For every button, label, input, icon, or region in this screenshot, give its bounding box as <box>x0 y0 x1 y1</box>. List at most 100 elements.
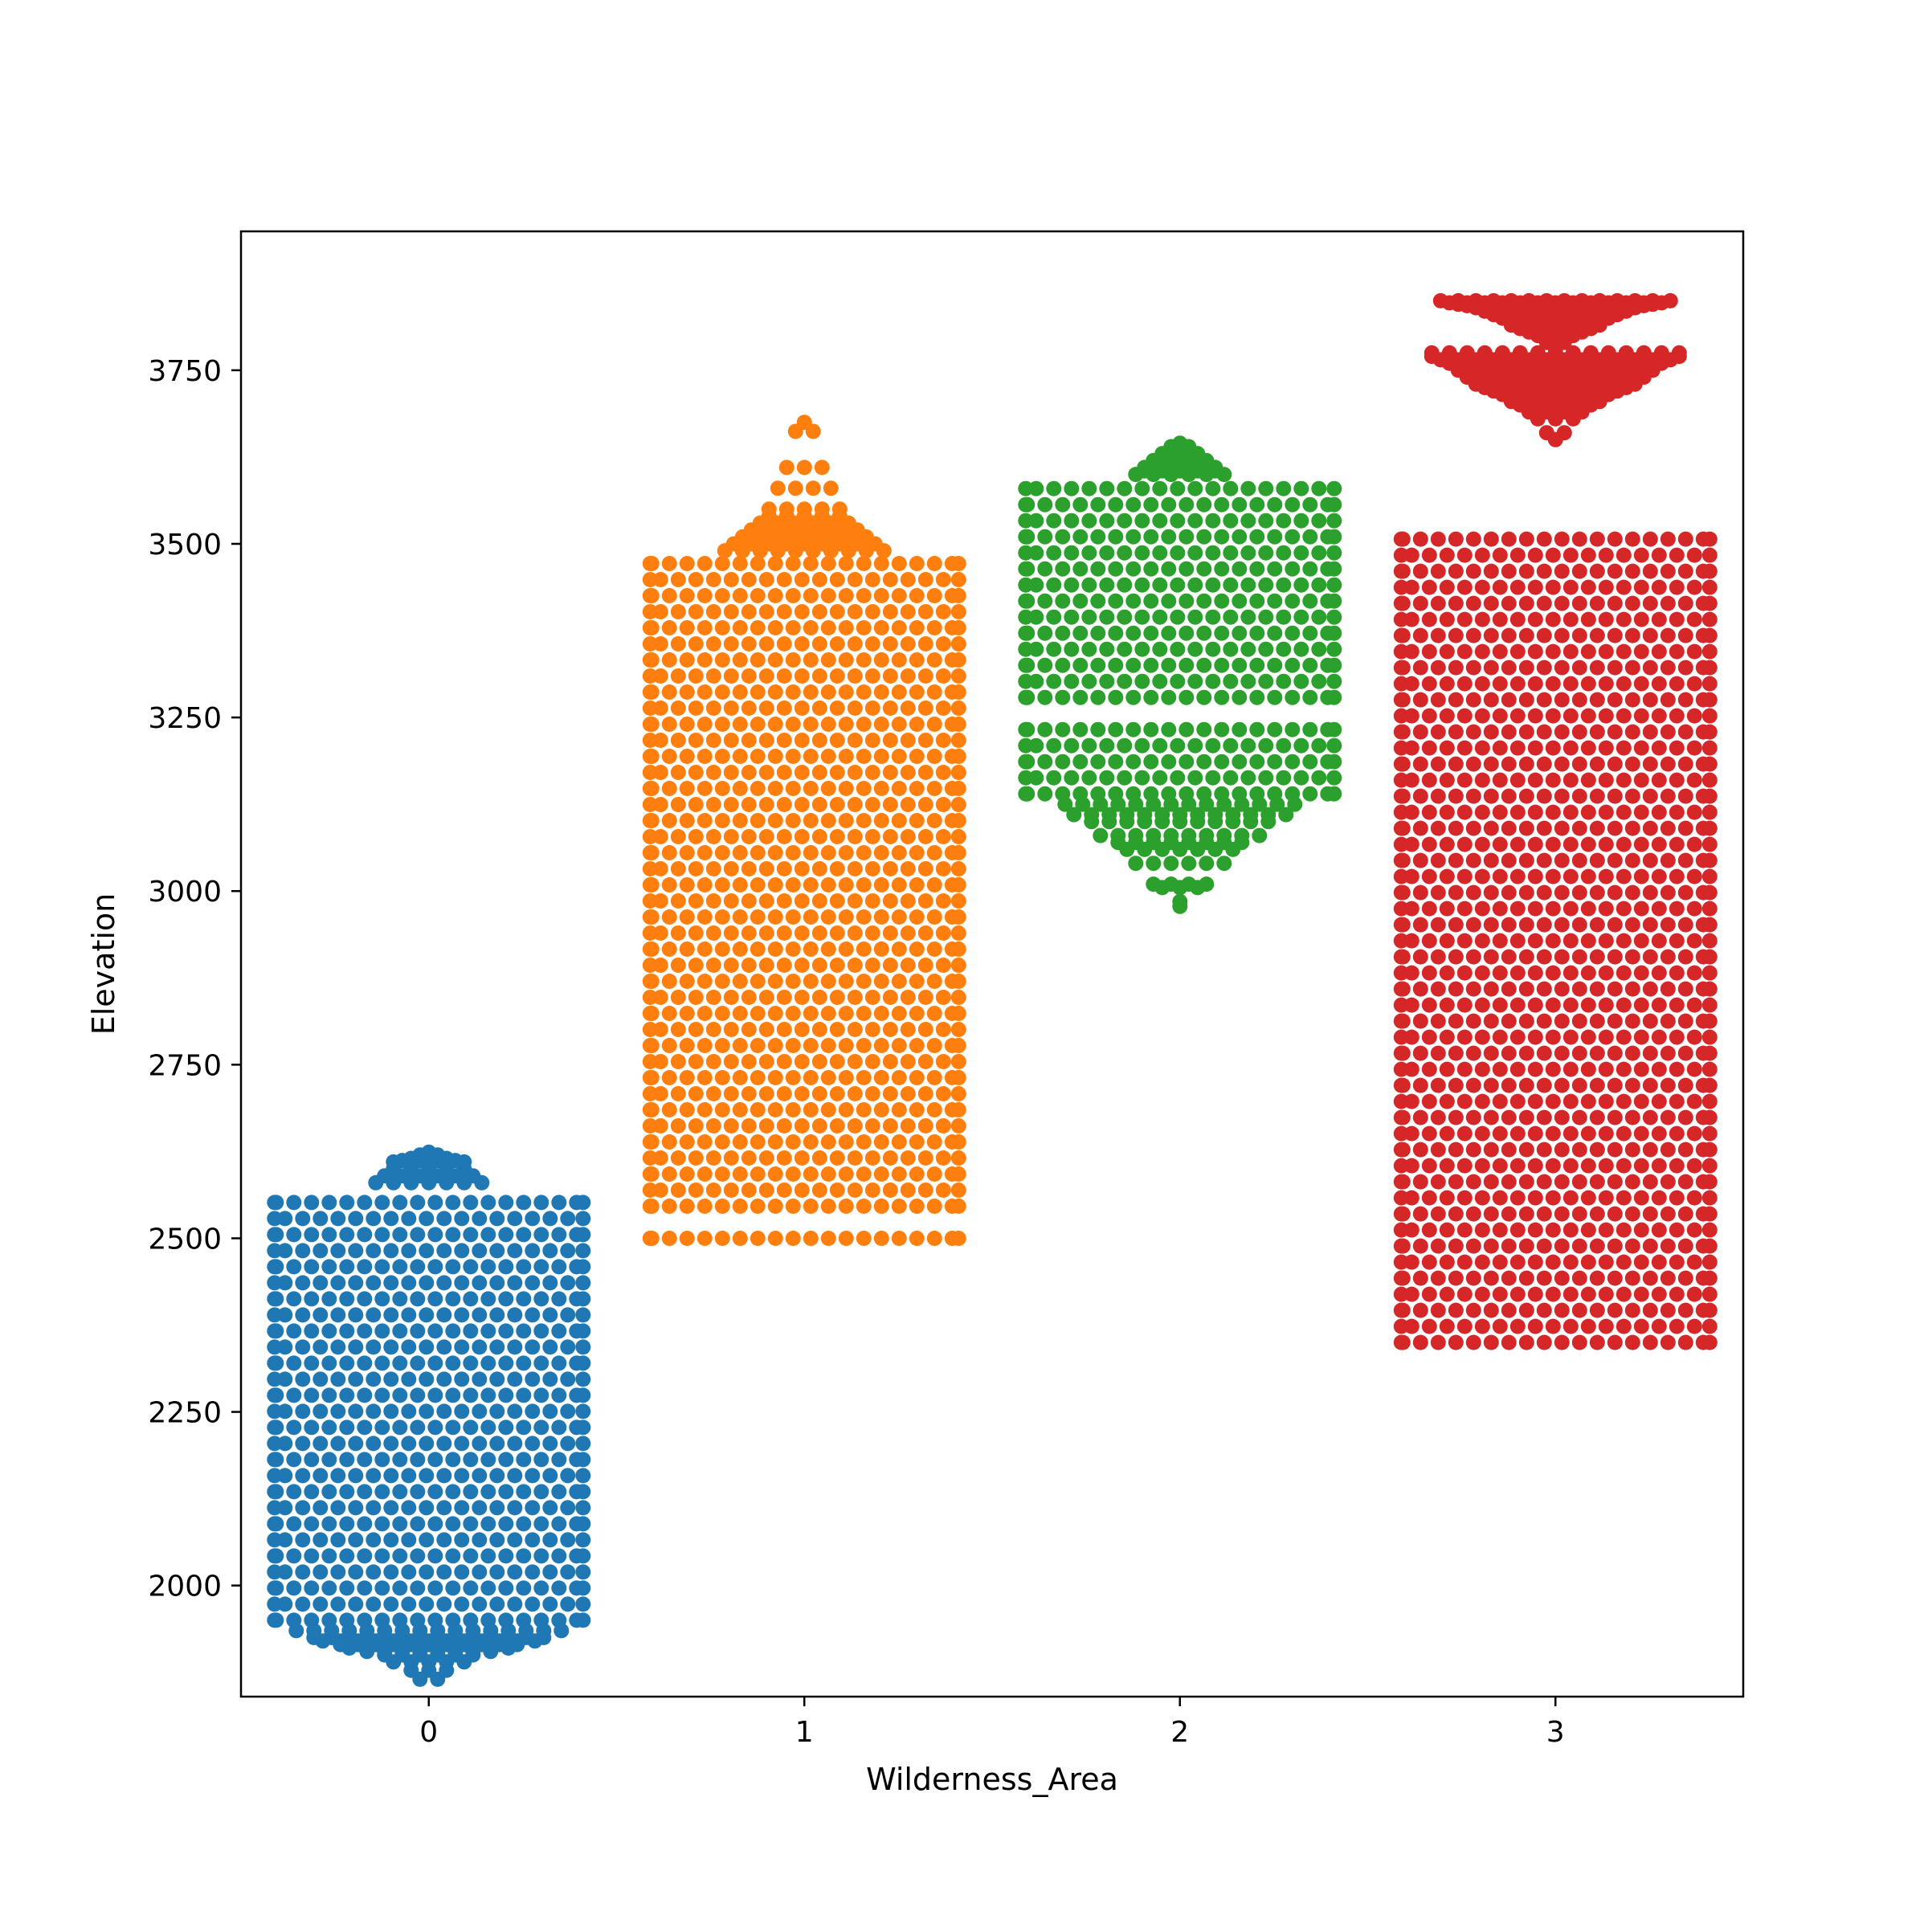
data-point <box>1232 561 1248 577</box>
data-point <box>723 604 739 619</box>
data-point <box>1616 1158 1632 1174</box>
data-point <box>847 990 863 1005</box>
data-point <box>1598 868 1614 884</box>
data-point <box>1545 1158 1561 1174</box>
data-point <box>480 1580 496 1596</box>
data-point <box>498 1516 514 1532</box>
data-point <box>900 990 916 1005</box>
data-point <box>864 701 880 716</box>
data-point <box>1393 772 1409 788</box>
data-point <box>1293 577 1309 593</box>
data-point <box>803 845 819 860</box>
data-point <box>1216 827 1232 843</box>
data-point <box>1205 641 1221 657</box>
data-point <box>1260 807 1276 823</box>
data-point <box>1642 1109 1658 1125</box>
data-point <box>392 1195 408 1211</box>
data-point <box>1037 721 1053 737</box>
data-point <box>392 1355 408 1371</box>
data-point <box>1701 579 1718 595</box>
data-point <box>1170 609 1186 625</box>
data-point <box>1412 756 1428 772</box>
data-point <box>642 925 658 941</box>
data-point <box>758 668 774 684</box>
data-point <box>1267 657 1283 673</box>
data-point <box>829 733 845 748</box>
data-point <box>1492 1093 1508 1109</box>
data-point <box>750 813 766 828</box>
data-point <box>1554 1142 1570 1158</box>
data-point <box>1143 593 1159 609</box>
data-point <box>741 604 757 619</box>
data-point <box>321 1516 337 1532</box>
data-point <box>1393 788 1409 804</box>
data-point <box>1421 868 1437 884</box>
data-point <box>1701 1318 1718 1334</box>
data-point <box>917 925 933 941</box>
data-point <box>1701 1093 1718 1109</box>
data-point <box>1624 949 1640 965</box>
data-point <box>1518 1302 1534 1318</box>
data-point <box>1249 625 1265 641</box>
data-point <box>1064 577 1080 593</box>
data-point <box>1686 901 1702 917</box>
data-point <box>1589 1077 1605 1093</box>
data-point <box>348 1532 364 1548</box>
data-point <box>935 829 951 844</box>
data-point <box>1125 625 1142 641</box>
data-point <box>1456 579 1473 595</box>
data-point <box>560 1468 576 1484</box>
data-point <box>1187 577 1203 593</box>
data-point <box>1421 1093 1437 1109</box>
data-point <box>507 1307 523 1323</box>
data-point <box>1474 643 1490 660</box>
data-point <box>1518 1077 1534 1093</box>
data-point <box>374 1484 390 1500</box>
data-point <box>679 1070 695 1085</box>
data-point <box>723 958 739 973</box>
data-point <box>1545 708 1561 724</box>
data-point <box>1064 480 1080 496</box>
data-point <box>696 652 713 668</box>
data-point <box>1580 804 1596 820</box>
data-point <box>1598 1029 1614 1045</box>
data-point <box>1554 563 1570 579</box>
data-point <box>295 1468 311 1484</box>
data-point <box>873 781 889 796</box>
data-point <box>1448 949 1464 965</box>
data-point <box>1430 917 1446 933</box>
y-tick-label: 3500 <box>148 529 222 562</box>
data-point <box>436 1468 452 1484</box>
data-point <box>1046 673 1062 689</box>
data-point <box>1527 868 1543 884</box>
data-point <box>1483 917 1499 933</box>
data-point <box>516 1484 532 1500</box>
data-point <box>1624 820 1640 836</box>
data-point <box>1527 643 1543 660</box>
data-point <box>705 1054 721 1069</box>
data-point <box>1509 965 1526 981</box>
data-point <box>1110 827 1126 843</box>
data-point <box>1448 884 1464 901</box>
data-point <box>652 861 668 876</box>
data-point <box>483 1623 499 1639</box>
data-point <box>856 909 872 925</box>
data-point <box>1527 611 1543 627</box>
data-point <box>661 909 677 925</box>
data-point <box>1326 754 1342 770</box>
data-point <box>1633 1286 1649 1302</box>
data-point <box>1554 1270 1570 1286</box>
data-point <box>1430 563 1446 579</box>
data-point <box>1545 836 1561 852</box>
data-point <box>891 1199 907 1214</box>
data-point <box>1677 660 1693 676</box>
points-layer <box>267 292 1718 1687</box>
data-point <box>445 1291 461 1307</box>
data-point <box>551 1548 567 1564</box>
data-point <box>1571 1045 1587 1061</box>
data-point <box>820 1166 836 1182</box>
data-point <box>1055 496 1071 513</box>
data-point <box>820 877 836 892</box>
data-point <box>803 1231 819 1246</box>
data-point <box>1660 595 1676 611</box>
